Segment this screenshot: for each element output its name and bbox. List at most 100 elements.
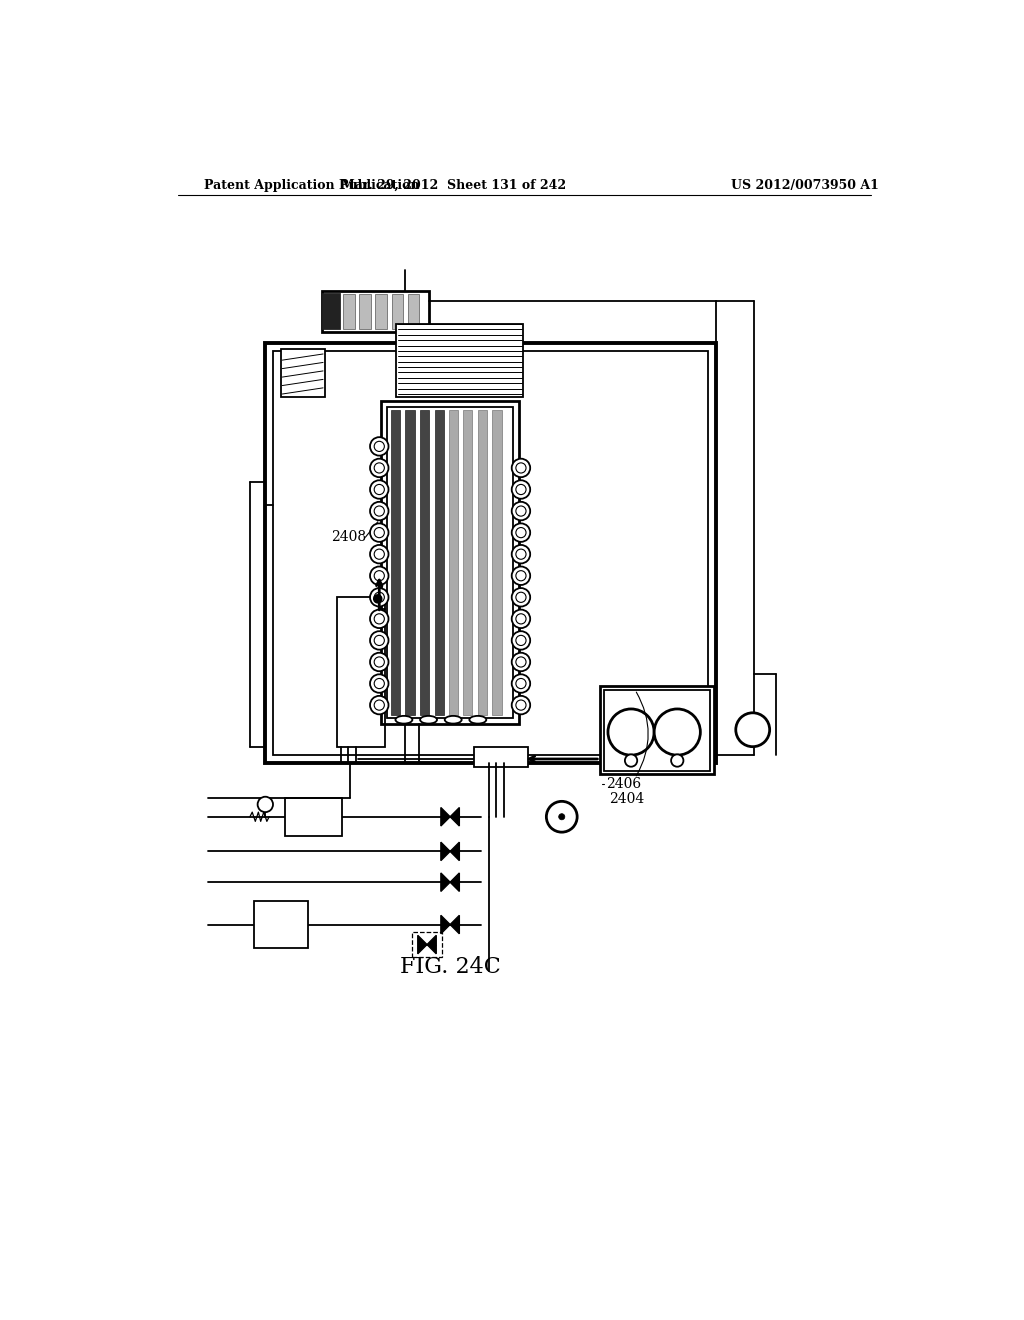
Bar <box>408 294 419 329</box>
Polygon shape <box>451 808 460 826</box>
Text: 2408: 2408 <box>331 531 366 544</box>
Polygon shape <box>441 873 451 891</box>
Text: Mar. 29, 2012  Sheet 131 of 242: Mar. 29, 2012 Sheet 131 of 242 <box>341 178 566 191</box>
Circle shape <box>374 484 384 495</box>
Bar <box>391 294 403 329</box>
Circle shape <box>516 593 526 602</box>
Circle shape <box>370 653 388 671</box>
Circle shape <box>608 709 654 755</box>
Ellipse shape <box>469 715 486 723</box>
Circle shape <box>512 566 530 585</box>
Circle shape <box>370 480 388 499</box>
Circle shape <box>374 549 384 560</box>
Polygon shape <box>451 915 460 933</box>
Polygon shape <box>451 873 460 891</box>
Circle shape <box>370 631 388 649</box>
Circle shape <box>516 463 526 473</box>
Circle shape <box>516 570 526 581</box>
Circle shape <box>374 657 384 667</box>
Bar <box>254 902 307 948</box>
Circle shape <box>625 755 637 767</box>
Circle shape <box>374 678 384 689</box>
Circle shape <box>516 549 526 560</box>
Bar <box>281 350 325 397</box>
Bar <box>435 411 444 715</box>
Text: 2406: 2406 <box>605 776 641 791</box>
Circle shape <box>671 755 683 767</box>
Circle shape <box>374 570 384 581</box>
Circle shape <box>516 484 526 495</box>
Circle shape <box>512 459 530 478</box>
Circle shape <box>512 589 530 607</box>
Bar <box>604 689 711 771</box>
Bar <box>359 294 371 329</box>
Circle shape <box>512 631 530 649</box>
Circle shape <box>370 502 388 520</box>
Circle shape <box>512 502 530 520</box>
Circle shape <box>654 709 700 755</box>
Circle shape <box>516 657 526 667</box>
Circle shape <box>512 545 530 564</box>
Circle shape <box>258 797 273 812</box>
Circle shape <box>736 713 770 747</box>
Ellipse shape <box>395 715 413 723</box>
Circle shape <box>516 528 526 537</box>
Bar <box>323 294 340 329</box>
Circle shape <box>516 635 526 645</box>
Circle shape <box>516 614 526 624</box>
Text: Patent Application Publication: Patent Application Publication <box>204 178 419 191</box>
Circle shape <box>374 700 384 710</box>
Text: US 2012/0073950 A1: US 2012/0073950 A1 <box>731 178 879 191</box>
Circle shape <box>370 696 388 714</box>
Circle shape <box>370 675 388 693</box>
Circle shape <box>370 545 388 564</box>
Circle shape <box>512 675 530 693</box>
Polygon shape <box>427 936 436 954</box>
Circle shape <box>512 653 530 671</box>
Bar <box>412 932 442 957</box>
Circle shape <box>516 678 526 689</box>
Circle shape <box>370 589 388 607</box>
Circle shape <box>374 506 384 516</box>
Bar <box>420 411 429 715</box>
Polygon shape <box>441 842 451 861</box>
Bar <box>463 411 472 715</box>
Circle shape <box>512 480 530 499</box>
Bar <box>478 411 487 715</box>
Polygon shape <box>451 842 460 861</box>
Bar <box>273 351 708 755</box>
Bar <box>343 294 354 329</box>
Circle shape <box>547 801 578 832</box>
Circle shape <box>370 566 388 585</box>
Bar <box>322 290 429 331</box>
Circle shape <box>374 595 382 603</box>
Bar <box>376 294 387 329</box>
Circle shape <box>374 614 384 624</box>
Polygon shape <box>441 915 451 933</box>
Circle shape <box>370 459 388 478</box>
Circle shape <box>370 437 388 455</box>
Circle shape <box>374 528 384 537</box>
Circle shape <box>516 700 526 710</box>
Bar <box>381 401 519 725</box>
Bar <box>265 343 716 763</box>
Circle shape <box>370 610 388 628</box>
Bar <box>285 797 342 836</box>
Text: FIG. 24C: FIG. 24C <box>399 956 501 978</box>
Circle shape <box>374 463 384 473</box>
Ellipse shape <box>420 715 437 723</box>
Bar <box>449 411 458 715</box>
Bar <box>600 686 714 775</box>
Circle shape <box>512 696 530 714</box>
Bar <box>406 411 415 715</box>
Text: 2404: 2404 <box>609 792 645 807</box>
Bar <box>387 407 513 718</box>
Circle shape <box>374 635 384 645</box>
Bar <box>396 323 523 397</box>
Polygon shape <box>418 936 427 954</box>
Circle shape <box>559 813 565 820</box>
Ellipse shape <box>444 715 462 723</box>
Circle shape <box>370 524 388 543</box>
Polygon shape <box>441 808 451 826</box>
Circle shape <box>374 441 384 451</box>
